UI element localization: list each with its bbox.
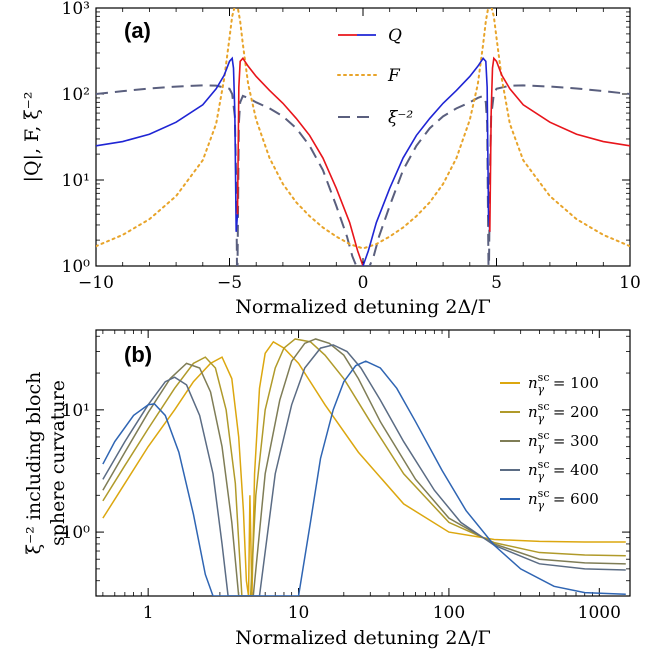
a-ytick-label: 10² [62,85,90,105]
panel-b-xlabel: Normalized detuning 2Δ/Γ [235,627,491,649]
panel-b-label: (b) [124,342,152,367]
a-ytick-label: 10¹ [62,171,90,191]
panel-a-frame [96,8,630,266]
panel-a-ylabel: |Q|, F, ξ⁻² [21,92,43,183]
panel-b-legend: nsc γ = 100 nsc γ = 200 nsc γ = 300 nsc γ = 400… [500,371,599,512]
panel-a-series [96,4,630,266]
legend-n2-label: nsc γ = 300 [528,429,599,454]
a-xtick-label: 5 [491,273,502,293]
panel-a-label: (a) [124,18,151,43]
panel-a-xlabel: Normalized detuning 2Δ/Γ [235,296,491,318]
a-ytick-label: 10⁰ [62,257,91,277]
series-Q-positive [363,58,490,266]
legend-n0-label: nsc γ = 100 [528,371,599,396]
legend-label: Q [388,26,402,46]
series-Q-negative [490,58,630,231]
a-xtick-label: 0 [358,273,369,293]
legend-n3-label: nsc γ = 400 [528,458,599,483]
panel-b-ylabel-line1: ξ⁻² including bloch [23,372,45,555]
panel-a-legend: QFξ⁻² [338,26,413,128]
series-Q-positive [96,58,238,231]
legend-n4-label: nsc γ = 600 [528,487,599,512]
series-xi-line [96,85,630,266]
a-ytick-label: 10³ [62,0,90,19]
b-xtick-label: 10 [288,603,310,623]
b-xtick-label: 1 [143,603,154,623]
series-F-line [96,4,630,248]
legend-label: ξ⁻² [388,108,413,128]
legend-n1-label: nsc γ = 200 [528,400,599,425]
panel-b-ylabel-line2: sphere curvature [47,380,69,546]
series-Q-negative [238,58,363,266]
a-xtick-label: −5 [217,273,242,293]
b-xtick-label: 1000 [578,603,621,623]
legend-label: F [387,66,401,86]
a-xtick-label: 10 [619,273,641,293]
b-xtick-label: 100 [433,603,465,623]
